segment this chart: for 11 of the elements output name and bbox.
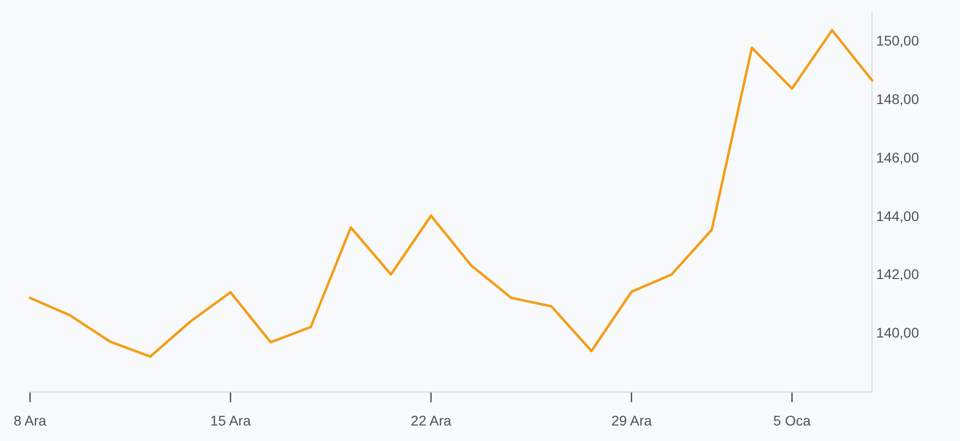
y-tick-label: 146,00 — [876, 149, 920, 166]
x-tick-label: 22 Ara — [410, 412, 452, 428]
y-tick-label: 144,00 — [876, 208, 920, 224]
y-tick-label: 140,00 — [876, 324, 920, 341]
y-tick-label: 142,00 — [876, 266, 920, 282]
x-tick-label: 5 Oca — [773, 412, 811, 428]
x-tick-label: 15 Ara — [210, 412, 251, 428]
y-tick-label: 148,00 — [876, 90, 920, 107]
x-tick-label: 8 Ara — [14, 412, 47, 428]
y-tick-label: 150,00 — [876, 32, 920, 48]
x-tick-label: 29 Ara — [611, 412, 652, 428]
